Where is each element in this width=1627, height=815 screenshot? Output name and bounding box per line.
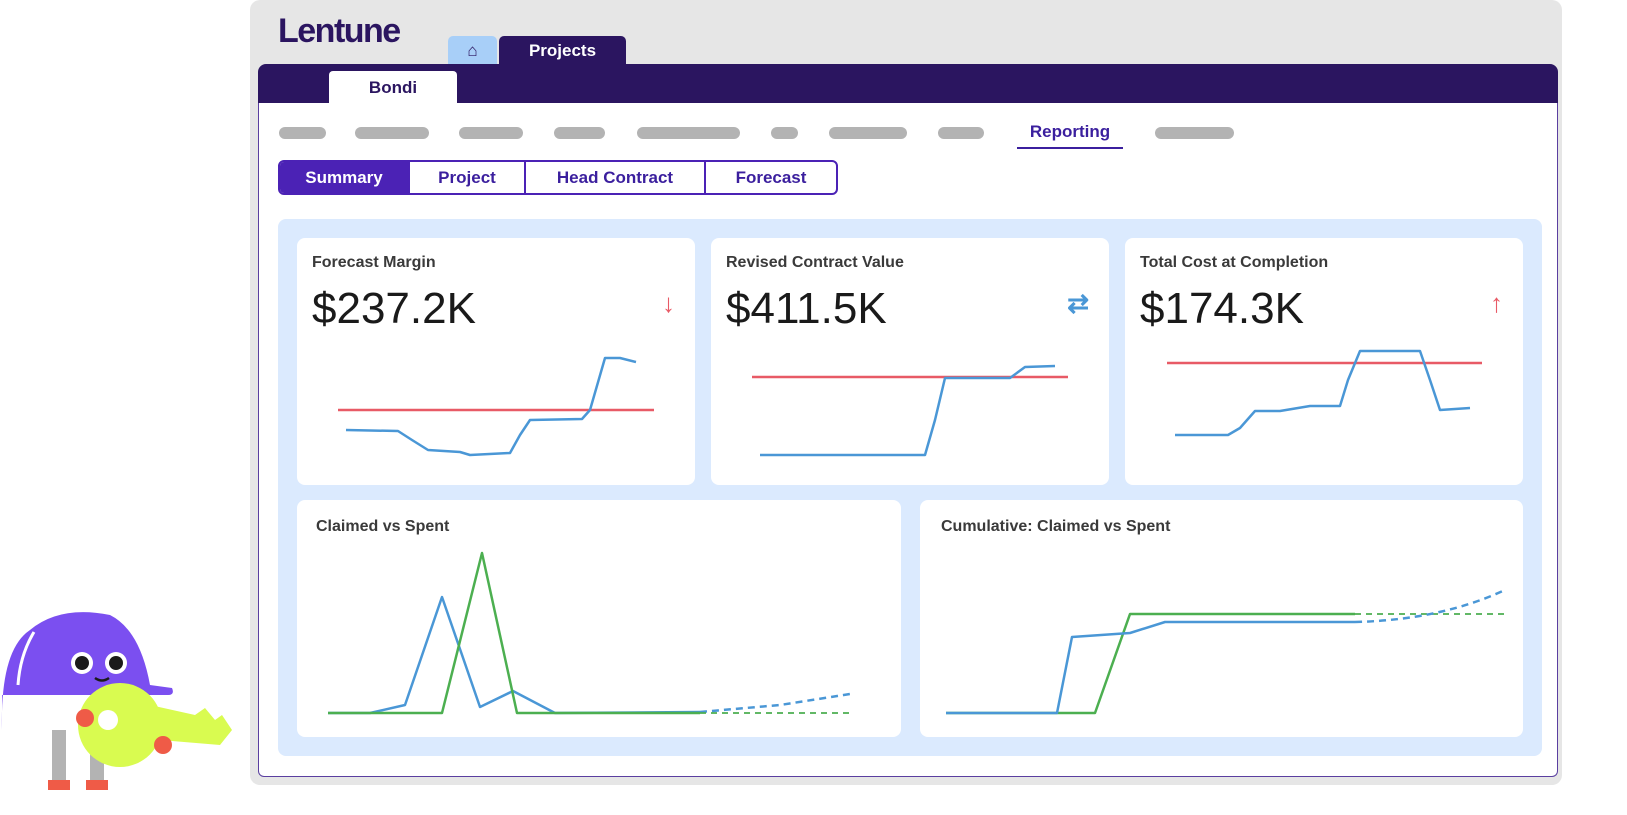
home-icon: ⌂ xyxy=(467,41,478,60)
nav-item-placeholder[interactable] xyxy=(1155,127,1234,139)
nav-item-placeholder[interactable] xyxy=(554,127,605,139)
subtab-summary[interactable]: Summary xyxy=(280,162,410,193)
card-revised-contract-value: Revised Contract Value $411.5K ⇄ xyxy=(711,238,1109,485)
mascot-illustration xyxy=(1,612,232,790)
subtab-forecast[interactable]: Forecast xyxy=(735,167,807,187)
card-forecast-margin: Forecast Margin $237.2K ↓ xyxy=(297,238,695,485)
card-total-cost-at-completion: Total Cost at Completion $174.3K ↑ xyxy=(1125,238,1523,485)
arrow-down-icon: ↓ xyxy=(662,288,675,318)
nav-item-placeholder[interactable] xyxy=(829,127,907,139)
chart-cumulative-claimed-vs-spent: Cumulative: Claimed vs Spent xyxy=(920,500,1523,737)
nav-item-placeholder[interactable] xyxy=(355,127,429,139)
tab-projects[interactable]: Projects xyxy=(499,36,626,66)
card-title: Forecast Margin xyxy=(312,254,436,271)
nav-item-placeholder[interactable] xyxy=(771,127,798,139)
home-tab[interactable]: ⌂ xyxy=(448,36,497,66)
chart-title: Claimed vs Spent xyxy=(316,518,450,535)
project-tab-bar xyxy=(258,64,1558,104)
logo: Lentune xyxy=(278,12,401,50)
nav-item-placeholder[interactable] xyxy=(637,127,740,139)
nav-item-placeholder[interactable] xyxy=(938,127,984,139)
card-title: Total Cost at Completion xyxy=(1140,254,1329,271)
swap-arrows-icon: ⇄ xyxy=(1067,288,1089,318)
nav-item-placeholder[interactable] xyxy=(459,127,523,139)
card-value: $411.5K xyxy=(726,284,887,333)
tab-bondi[interactable]: Bondi xyxy=(329,71,457,104)
card-title: Revised Contract Value xyxy=(726,254,904,271)
chart-claimed-vs-spent: Claimed vs Spent xyxy=(297,500,901,737)
arrow-up-icon: ↑ xyxy=(1490,288,1503,318)
subtab-head-contract[interactable]: Head Contract xyxy=(526,162,706,193)
subtab-project[interactable]: Project xyxy=(410,162,526,193)
report-subtabs: Summary Project Head Contract Forecast xyxy=(278,160,838,195)
nav-item-placeholder[interactable] xyxy=(279,127,326,139)
chart-title: Cumulative: Claimed vs Spent xyxy=(941,518,1171,535)
card-value: $174.3K xyxy=(1140,284,1304,333)
nav-item-reporting[interactable]: Reporting xyxy=(1017,122,1123,149)
card-value: $237.2K xyxy=(312,284,476,333)
